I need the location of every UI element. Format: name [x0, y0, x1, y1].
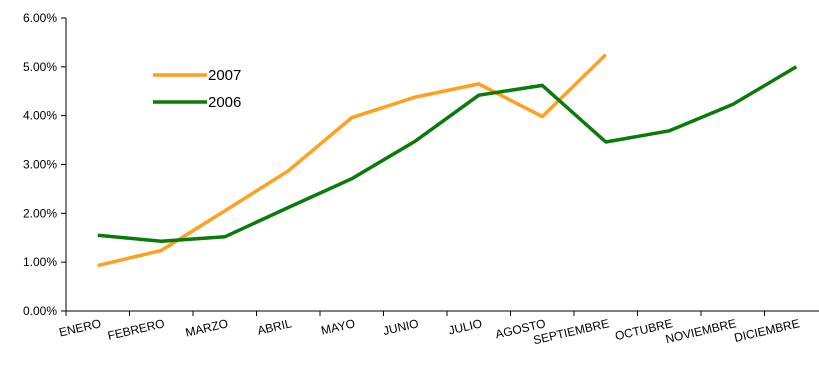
x-category-label: DICIEMBRE	[733, 316, 801, 345]
x-category-label: JULIO	[447, 316, 483, 337]
y-tick-label: 4.00%	[23, 109, 57, 123]
y-tick-label: 2.00%	[23, 206, 57, 220]
series-line-2006	[97, 65, 798, 243]
y-ticks: 0.00% 1.00% 2.00% 3.00% 4.00% 5.00% 6.00%	[23, 11, 66, 318]
y-tick-label: 1.00%	[23, 255, 57, 269]
x-category-label: MAYO	[320, 316, 357, 337]
x-category-label: NOVIEMBRE	[664, 316, 737, 346]
chart-axes	[65, 18, 819, 312]
legend-label-2006: 2006	[208, 94, 241, 111]
y-tick-label: 6.00%	[23, 11, 57, 25]
x-category-label: ABRIL	[256, 316, 293, 338]
y-tick-label: 5.00%	[23, 60, 57, 74]
x-category-label: MARZO	[184, 316, 229, 339]
x-category-label: ENERO	[58, 316, 103, 339]
x-ticks: ENERO FEBRERO MARZO ABRIL MAYO JUNIO JULIO AGOS…	[58, 311, 801, 347]
x-category-label: FEBRERO	[106, 316, 166, 343]
x-category-label: JUNIO	[382, 316, 420, 338]
legend: 2007 2006	[153, 67, 241, 111]
legend-label-2007: 2007	[208, 67, 241, 84]
series-line-2007	[97, 53, 608, 268]
y-tick-label: 0.00%	[23, 304, 57, 318]
series-lines	[97, 53, 798, 268]
y-tick-label: 3.00%	[23, 158, 57, 172]
